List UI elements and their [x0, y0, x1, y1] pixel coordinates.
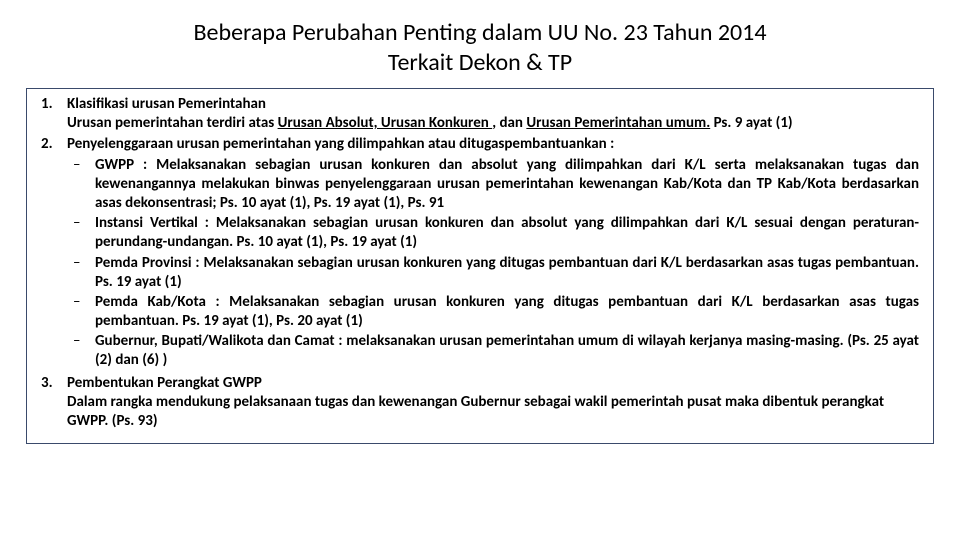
item-1-number: 1.	[41, 95, 67, 133]
item-2-body: Penyelenggaraan urusan pemerintahan yang…	[67, 135, 919, 371]
sub-2: –Instansi Vertikal : Melaksanakan sebagi…	[67, 214, 919, 252]
item-2: 2. Penyelenggaraan urusan pemerintahan y…	[41, 135, 919, 371]
item-1-heading: Klasifikasi urusan Pemerintahan	[67, 95, 266, 113]
item-2-sublist: –GWPP : Melaksanakan sebagian urusan kon…	[67, 156, 919, 371]
item-3-heading: Pembentukan Perangkat GWPP	[67, 374, 262, 392]
item-2-heading: Penyelenggaraan urusan pemerintahan yang…	[67, 135, 614, 153]
item-2-number: 2.	[41, 135, 67, 371]
main-list: 1. Klasifikasi urusan Pemerintahan Urusa…	[41, 95, 919, 431]
item-3-number: 3.	[41, 374, 67, 432]
item-1: 1. Klasifikasi urusan Pemerintahan Urusa…	[41, 95, 919, 133]
sub-1: –GWPP : Melaksanakan sebagian urusan kon…	[67, 156, 919, 214]
sub-3: –Pemda Provinsi : Melaksanakan sebagian …	[67, 254, 919, 292]
slide-title: Beberapa Perubahan Penting dalam UU No. …	[0, 0, 960, 84]
sub-5: –Gubernur, Bupati/Walikota dan Camat : m…	[67, 332, 919, 370]
content-box: 1. Klasifikasi urusan Pemerintahan Urusa…	[26, 88, 934, 444]
item-1-body: Klasifikasi urusan Pemerintahan Urusan p…	[67, 95, 919, 133]
title-line-1: Beberapa Perubahan Penting dalam UU No. …	[193, 18, 766, 47]
item-3: 3. Pembentukan Perangkat GWPP Dalam rang…	[41, 374, 919, 432]
item-1-text: Urusan pemerintahan terdiri atas Urusan …	[67, 114, 793, 132]
title-line-2: Terkait Dekon & TP	[388, 48, 572, 77]
sub-4: –Pemda Kab/Kota : Melaksanakan sebagian …	[67, 293, 919, 331]
item-3-body: Pembentukan Perangkat GWPP Dalam rangka …	[67, 374, 919, 432]
item-3-text: Dalam rangka mendukung pelaksanaan tugas…	[67, 393, 884, 430]
